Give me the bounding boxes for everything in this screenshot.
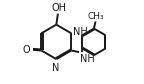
Text: NH: NH bbox=[80, 54, 95, 64]
Text: N: N bbox=[52, 63, 59, 73]
Text: O: O bbox=[22, 45, 30, 55]
Text: CH₃: CH₃ bbox=[88, 12, 105, 21]
Text: NH: NH bbox=[73, 27, 88, 37]
Text: OH: OH bbox=[51, 3, 66, 13]
